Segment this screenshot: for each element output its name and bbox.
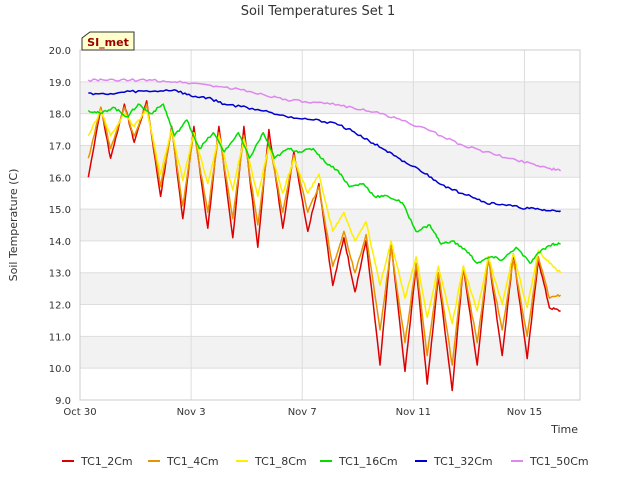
plot-band (80, 368, 580, 400)
y-tick-label: 11.0 (49, 332, 71, 343)
series-lines (87, 78, 562, 392)
plot-band (80, 113, 580, 146)
y-tick-label: 12.0 (49, 301, 71, 312)
y-tick-label: 16.0 (49, 173, 71, 184)
site-label: SI_met (87, 36, 129, 49)
legend-label: TC1_50Cm (529, 455, 589, 468)
y-tick-label: 17.0 (49, 141, 71, 152)
site-label-box: SI_met (81, 31, 135, 51)
legend-label: TC1_16Cm (338, 455, 398, 468)
y-tick-label: 20.0 (49, 46, 71, 57)
legend-label: TC1_4Cm (166, 455, 219, 468)
series-line-TC1_4Cm (87, 103, 562, 366)
plot-band (80, 209, 580, 241)
y-tick-label: 13.0 (49, 269, 71, 280)
y-tick-label: 10.0 (49, 364, 71, 375)
y-axis-label: Soil Temperature (C) (7, 169, 20, 282)
y-axis-ticks: 9.0 10.0 11.0 12.0 13.0 14.0 15.0 16.0 17.0 18.0 1… (49, 46, 71, 407)
plot-band (80, 336, 580, 369)
chart-title: Soil Temperatures Set 1 (241, 4, 396, 19)
series-line-TC1_50Cm (87, 78, 562, 172)
x-tick-label: Oct 30 (63, 407, 96, 418)
legend-label: TC1_2Cm (80, 455, 133, 468)
legend-label: TC1_8Cm (254, 455, 307, 468)
y-tick-label: 9.0 (55, 396, 71, 407)
x-tick-label: Nov 3 (177, 407, 206, 418)
y-tick-label: 14.0 (49, 237, 71, 248)
x-tick-label: Nov 11 (396, 407, 431, 418)
y-tick-label: 18.0 (49, 110, 71, 121)
plot-bands (80, 50, 580, 400)
series-line-TC1_8Cm (87, 109, 562, 325)
plot-band (80, 50, 580, 82)
x-axis-label: Time (550, 423, 578, 436)
legend-label: TC1_32Cm (433, 455, 493, 468)
x-tick-label: Nov 15 (507, 407, 542, 418)
series-line-TC1_32Cm (88, 89, 562, 213)
y-tick-label: 15.0 (49, 205, 71, 216)
plot-area-border (79, 49, 581, 401)
x-axis-ticks: Oct 30 Nov 3 Nov 7 Nov 11 Nov 15 (63, 407, 542, 418)
y-tick-label: 19.0 (49, 78, 71, 89)
x-tick-label: Nov 7 (288, 407, 317, 418)
legend: TC1_2Cm TC1_4Cm TC1_8Cm TC1_16Cm TC1_32Cm TC1… (62, 455, 589, 468)
plot-band (80, 81, 580, 114)
series-line-TC1_16Cm (87, 103, 561, 264)
